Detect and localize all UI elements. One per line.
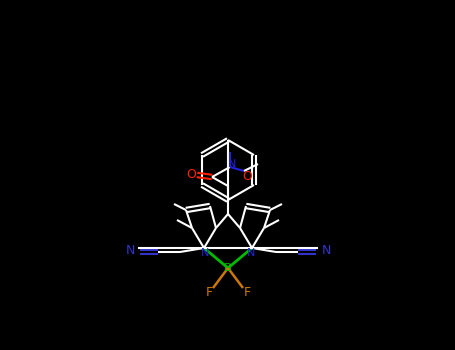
Text: O: O	[242, 169, 252, 182]
Text: F: F	[206, 287, 212, 300]
Text: N: N	[321, 245, 331, 258]
Text: N: N	[201, 248, 209, 258]
Text: O: O	[186, 168, 196, 181]
Text: B: B	[224, 263, 232, 273]
Text: N: N	[125, 245, 135, 258]
Text: N: N	[247, 248, 255, 258]
Text: F: F	[243, 287, 251, 300]
Text: N: N	[228, 159, 236, 169]
